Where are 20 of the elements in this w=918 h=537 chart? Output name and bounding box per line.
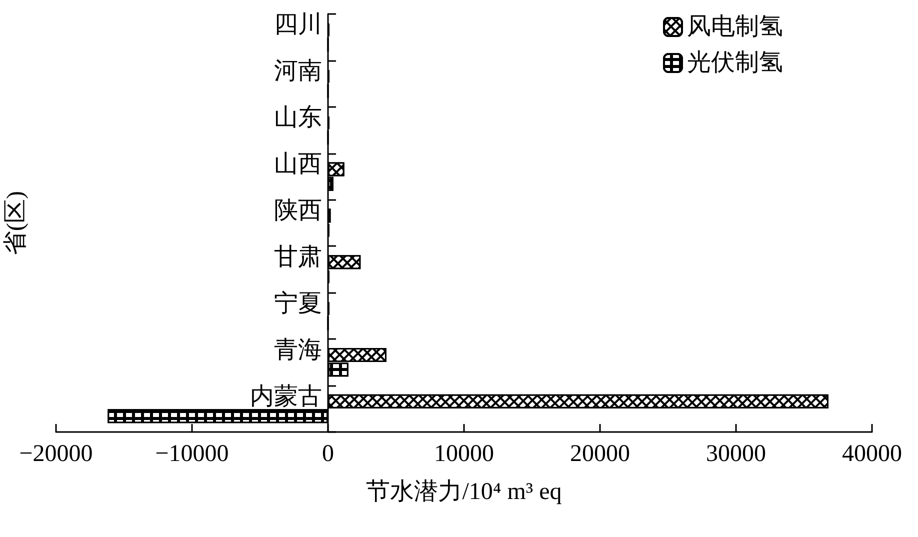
x-tick-label: 10000 [434,441,494,467]
x-tick-label: −10000 [155,441,229,467]
y-tick-label: 甘肃 [274,244,322,270]
x-tick-label: 40000 [842,441,902,467]
x-tick-label: 0 [322,441,334,467]
y-tick-label: 山西 [274,152,322,178]
y-axis-title: 省(区) [3,191,29,255]
legend-label: 光伏制氢 [687,50,783,76]
x-tick-label: 20000 [570,441,630,467]
y-tick-label: 四川 [274,12,322,38]
x-axis-title: 节水潜力/10⁴ m³ eq [366,479,562,505]
legend-label: 风电制氢 [687,14,783,40]
x-tick-label: −20000 [19,441,93,467]
y-tick-label: 河南 [274,58,322,85]
y-tick-label: 青海 [274,337,322,364]
y-tick-label: 内蒙古 [250,384,322,410]
y-tick-label: 宁夏 [274,290,322,317]
x-tick-label: 30000 [706,441,766,467]
y-tick-label: 陕西 [274,198,322,224]
y-tick-label: 山东 [274,104,322,132]
